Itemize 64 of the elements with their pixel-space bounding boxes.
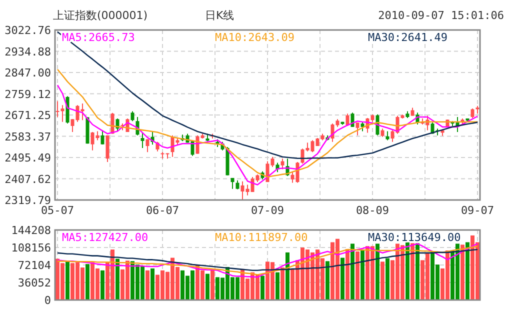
y-tick-label: 2671.25 — [4, 109, 51, 122]
text: 2010-09-07 15:01:06 — [378, 9, 504, 22]
y-tick-label: 108156 — [11, 242, 51, 254]
bar — [280, 267, 284, 300]
bar — [380, 262, 384, 300]
x-tick-label: 09-07 — [460, 204, 494, 217]
bar — [466, 242, 470, 300]
text: MA30:2641.49 — [368, 31, 448, 44]
bar — [356, 251, 360, 300]
y-tick-label: 36052 — [18, 276, 51, 290]
series-label: MA10:111897.00 — [215, 231, 308, 244]
bar — [360, 250, 364, 300]
x-tick-label: 08-09 — [356, 204, 390, 217]
y-tick-label: 2407.62 — [4, 172, 51, 186]
y-tick-label: 144208 — [11, 224, 51, 237]
series-label: MA30:113649.00 — [368, 231, 461, 244]
text: MA10:2643.09 — [215, 31, 294, 44]
x-tick-label: 06-07 — [146, 204, 180, 217]
chart-subtitle: 日K线 — [205, 9, 234, 22]
y-tick-label: 2319.79 — [4, 194, 51, 207]
y-tick-label: 2495.49 — [4, 152, 51, 165]
bar — [346, 249, 350, 300]
bar — [350, 244, 354, 300]
bar — [206, 274, 210, 300]
candlestick — [350, 112, 354, 128]
bar — [386, 258, 390, 300]
bar — [66, 261, 70, 300]
candlestick — [130, 110, 134, 122]
bar — [116, 258, 120, 300]
bar — [340, 258, 344, 300]
bar — [86, 264, 90, 300]
candlestick — [106, 134, 110, 162]
candlestick — [140, 132, 144, 148]
bar — [286, 252, 290, 300]
candlestick — [360, 121, 364, 132]
bar — [376, 244, 380, 300]
bar — [210, 269, 214, 300]
line-series — [56, 31, 478, 159]
bar — [276, 272, 280, 300]
y-tick-label: 72104 — [18, 259, 52, 272]
y-tick-label: 2847.00 — [4, 66, 51, 80]
candlestick — [56, 100, 60, 118]
x-tick-label: 07-09 — [250, 204, 284, 217]
chart-title: 上证指数(000001) — [53, 9, 148, 22]
candlestick — [146, 138, 150, 153]
bar — [410, 243, 414, 300]
candlestick — [470, 108, 474, 118]
y-tick-label: 0 — [44, 294, 51, 307]
candlestick — [100, 130, 104, 145]
bar — [326, 261, 330, 300]
y-tick-label: 2583.37 — [4, 130, 51, 144]
candlestick — [60, 104, 64, 122]
bar — [260, 276, 264, 300]
bar — [460, 244, 464, 300]
candlestick — [356, 122, 360, 136]
bar — [100, 270, 104, 300]
bar — [150, 268, 154, 300]
y-tick-label: 2934.88 — [4, 45, 51, 58]
series-label: MA5:127427.00 — [62, 231, 148, 244]
x-tick-label: 05-07 — [40, 204, 74, 217]
y-tick-label: 3022.76 — [4, 24, 51, 37]
bar — [146, 270, 150, 300]
y-tick-label: 2759.12 — [4, 88, 51, 101]
bar — [416, 243, 420, 300]
